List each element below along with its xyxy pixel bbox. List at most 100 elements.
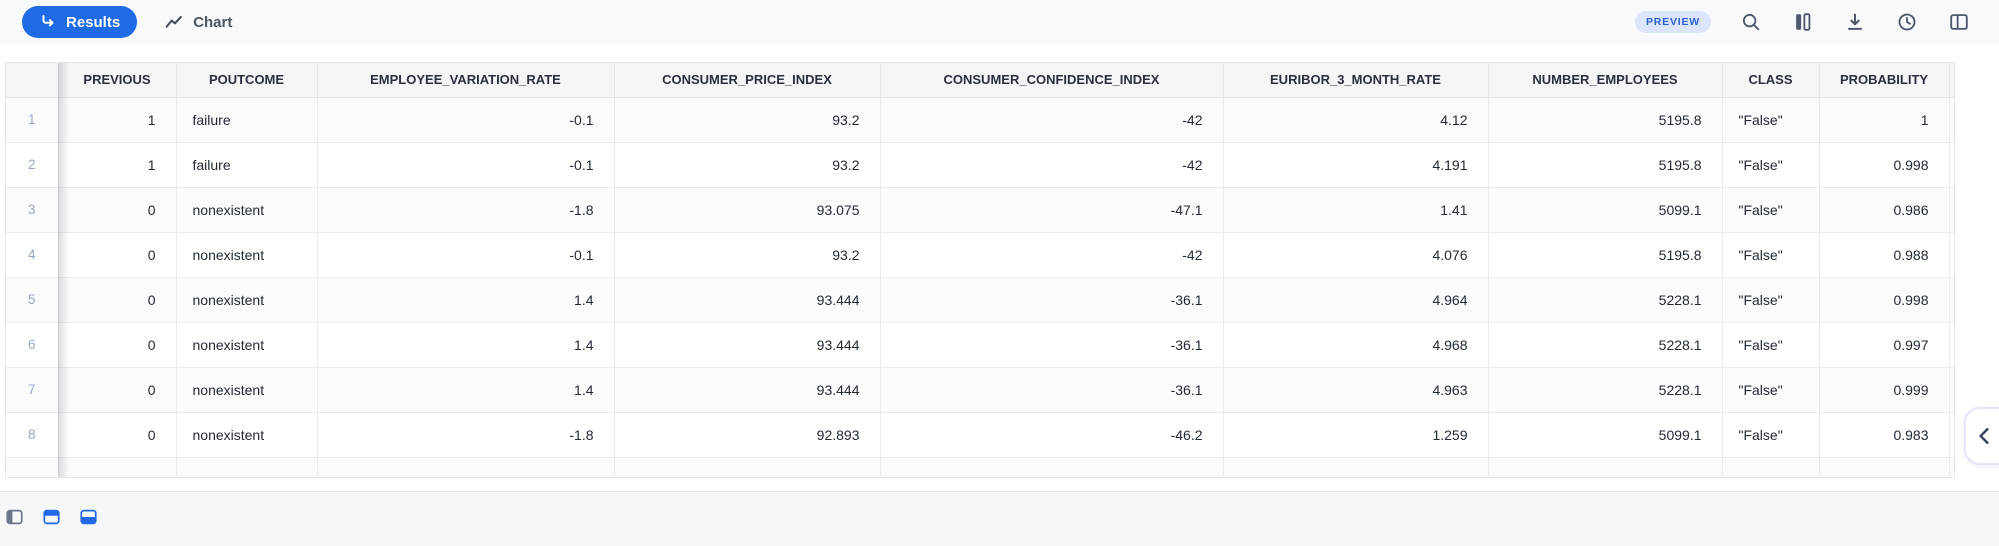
cell-probability[interactable]: 0.998 bbox=[1819, 142, 1950, 188]
column-header-class[interactable]: CLASS bbox=[1722, 63, 1820, 98]
cell-consumer_confidence_index[interactable]: -46.2 bbox=[880, 412, 1224, 458]
cell-previous[interactable]: 1 bbox=[58, 142, 177, 188]
row-number-header[interactable] bbox=[6, 63, 59, 98]
cell-consumer_confidence_index[interactable] bbox=[880, 457, 1224, 477]
cell-class[interactable]: "False" bbox=[1722, 232, 1820, 278]
layout-left-button[interactable] bbox=[2, 505, 26, 529]
cell-employee_variation_rate[interactable]: 1.4 bbox=[317, 277, 615, 323]
cell-probability[interactable]: 0.988 bbox=[1819, 232, 1950, 278]
cell-previous[interactable]: 0 bbox=[58, 367, 177, 413]
row-number[interactable]: 6 bbox=[6, 322, 59, 368]
cell-class[interactable] bbox=[1722, 457, 1820, 477]
cell-euribor_3_month_rate[interactable]: 4.968 bbox=[1223, 322, 1489, 368]
cell-class[interactable]: "False" bbox=[1722, 187, 1820, 233]
cell-probability[interactable]: 0.998 bbox=[1819, 277, 1950, 323]
cell-number_employees[interactable]: 5228.1 bbox=[1488, 367, 1723, 413]
cell-employee_variation_rate[interactable]: -0.1 bbox=[317, 142, 615, 188]
cell-class[interactable]: "False" bbox=[1722, 142, 1820, 188]
cell-consumer_price_index[interactable] bbox=[614, 457, 881, 477]
cell-poutcome[interactable]: nonexistent bbox=[176, 367, 318, 413]
cell-employee_variation_rate[interactable] bbox=[317, 457, 615, 477]
cell-consumer_confidence_index[interactable]: -42 bbox=[880, 232, 1224, 278]
cell-consumer_price_index[interactable]: 93.075 bbox=[614, 187, 881, 233]
download-button[interactable] bbox=[1843, 10, 1867, 34]
cell-number_employees[interactable]: 5228.1 bbox=[1488, 322, 1723, 368]
split-panel-button[interactable] bbox=[1947, 10, 1971, 34]
row-number[interactable] bbox=[6, 457, 59, 477]
cell-number_employees[interactable]: 5195.8 bbox=[1488, 142, 1723, 188]
cell-number_employees[interactable]: 5195.8 bbox=[1488, 97, 1723, 143]
cell-probability[interactable]: 1 bbox=[1819, 97, 1950, 143]
cell-class[interactable]: "False" bbox=[1722, 322, 1820, 368]
cell-consumer_confidence_index[interactable]: -42 bbox=[880, 142, 1224, 188]
cell-probability[interactable] bbox=[1819, 457, 1950, 477]
cell-euribor_3_month_rate[interactable]: 4.963 bbox=[1223, 367, 1489, 413]
side-panel-toggle[interactable] bbox=[1964, 407, 1999, 465]
cell-consumer_price_index[interactable]: 93.444 bbox=[614, 277, 881, 323]
cell-employee_variation_rate[interactable]: -0.1 bbox=[317, 232, 615, 278]
cell-consumer_price_index[interactable]: 93.444 bbox=[614, 367, 881, 413]
cell-consumer_confidence_index[interactable]: -42 bbox=[880, 97, 1224, 143]
row-number[interactable]: 1 bbox=[6, 97, 59, 143]
cell-previous[interactable]: 0 bbox=[58, 412, 177, 458]
cell-number_employees[interactable]: 5099.1 bbox=[1488, 187, 1723, 233]
cell-consumer_confidence_index[interactable]: -36.1 bbox=[880, 367, 1224, 413]
row-number[interactable]: 3 bbox=[6, 187, 59, 233]
cell-poutcome[interactable]: nonexistent bbox=[176, 187, 318, 233]
cell-previous[interactable]: 0 bbox=[58, 187, 177, 233]
column-header-previous[interactable]: PREVIOUS bbox=[58, 63, 177, 98]
cell-euribor_3_month_rate[interactable] bbox=[1223, 457, 1489, 477]
column-header-number_employees[interactable]: NUMBER_EMPLOYEES bbox=[1488, 63, 1723, 98]
cell-probability[interactable]: 0.983 bbox=[1819, 412, 1950, 458]
cell-poutcome[interactable]: failure bbox=[176, 97, 318, 143]
cell-consumer_price_index[interactable]: 92.893 bbox=[614, 412, 881, 458]
cell-consumer_confidence_index[interactable]: -36.1 bbox=[880, 277, 1224, 323]
cell-previous[interactable]: 0 bbox=[58, 322, 177, 368]
cell-consumer_price_index[interactable]: 93.444 bbox=[614, 322, 881, 368]
cell-poutcome[interactable]: nonexistent bbox=[176, 277, 318, 323]
cell-employee_variation_rate[interactable]: 1.4 bbox=[317, 367, 615, 413]
cell-euribor_3_month_rate[interactable]: 1.259 bbox=[1223, 412, 1489, 458]
column-header-euribor_3_month_rate[interactable]: EURIBOR_3_MONTH_RATE bbox=[1223, 63, 1489, 98]
cell-employee_variation_rate[interactable]: -1.8 bbox=[317, 412, 615, 458]
cell-employee_variation_rate[interactable]: -0.1 bbox=[317, 97, 615, 143]
cell-probability[interactable]: 0.997 bbox=[1819, 322, 1950, 368]
cell-poutcome[interactable]: nonexistent bbox=[176, 322, 318, 368]
cell-probability[interactable]: 0.999 bbox=[1819, 367, 1950, 413]
cell-previous[interactable]: 1 bbox=[58, 97, 177, 143]
cell-poutcome[interactable] bbox=[176, 457, 318, 477]
row-number[interactable]: 8 bbox=[6, 412, 59, 458]
tab-chart[interactable]: Chart bbox=[164, 12, 232, 32]
cell-class[interactable]: "False" bbox=[1722, 412, 1820, 458]
cell-previous[interactable] bbox=[58, 457, 177, 477]
cell-employee_variation_rate[interactable]: -1.8 bbox=[317, 187, 615, 233]
cell-consumer_price_index[interactable]: 93.2 bbox=[614, 142, 881, 188]
row-number[interactable]: 7 bbox=[6, 367, 59, 413]
row-number[interactable]: 5 bbox=[6, 277, 59, 323]
cell-consumer_price_index[interactable]: 93.2 bbox=[614, 232, 881, 278]
cell-class[interactable]: "False" bbox=[1722, 367, 1820, 413]
history-button[interactable] bbox=[1895, 10, 1919, 34]
cell-class[interactable]: "False" bbox=[1722, 97, 1820, 143]
search-button[interactable] bbox=[1739, 10, 1763, 34]
column-header-consumer_confidence_index[interactable]: CONSUMER_CONFIDENCE_INDEX bbox=[880, 63, 1224, 98]
cell-euribor_3_month_rate[interactable]: 4.964 bbox=[1223, 277, 1489, 323]
cell-euribor_3_month_rate[interactable]: 4.076 bbox=[1223, 232, 1489, 278]
row-number[interactable]: 2 bbox=[6, 142, 59, 188]
cell-previous[interactable]: 0 bbox=[58, 277, 177, 323]
cell-poutcome[interactable]: nonexistent bbox=[176, 412, 318, 458]
row-number[interactable]: 4 bbox=[6, 232, 59, 278]
cell-consumer_price_index[interactable]: 93.2 bbox=[614, 97, 881, 143]
cell-euribor_3_month_rate[interactable]: 4.191 bbox=[1223, 142, 1489, 188]
column-header-poutcome[interactable]: POUTCOME bbox=[176, 63, 318, 98]
cell-consumer_confidence_index[interactable]: -36.1 bbox=[880, 322, 1224, 368]
column-header-probability[interactable]: PROBABILITY bbox=[1819, 63, 1950, 98]
tab-results[interactable]: Results bbox=[22, 6, 138, 38]
cell-class[interactable]: "False" bbox=[1722, 277, 1820, 323]
column-header-employee_variation_rate[interactable]: EMPLOYEE_VARIATION_RATE bbox=[317, 63, 615, 98]
cell-consumer_confidence_index[interactable]: -47.1 bbox=[880, 187, 1224, 233]
cell-probability[interactable]: 0.986 bbox=[1819, 187, 1950, 233]
cell-number_employees[interactable]: 5099.1 bbox=[1488, 412, 1723, 458]
cell-poutcome[interactable]: nonexistent bbox=[176, 232, 318, 278]
layout-top-button[interactable] bbox=[39, 505, 63, 529]
